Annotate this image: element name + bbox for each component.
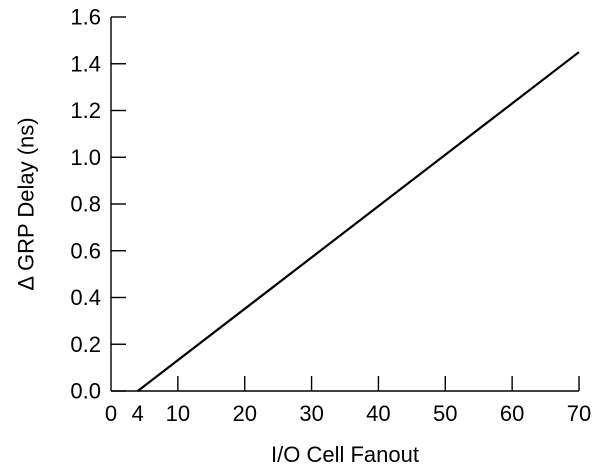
x-tick-label: 20 bbox=[232, 401, 256, 426]
x-tick-label: 4 bbox=[132, 401, 144, 426]
y-tick-label: 0.8 bbox=[70, 192, 101, 217]
x-tick-label: 30 bbox=[299, 401, 323, 426]
y-axis-title: Δ GRP Delay (ns) bbox=[14, 117, 39, 290]
x-tick-label: 10 bbox=[166, 401, 190, 426]
axes bbox=[110, 17, 579, 392]
x-axis-ticks: 0 4 10 20 30 40 50 60 70 bbox=[105, 376, 591, 426]
y-tick-label: 1.2 bbox=[70, 98, 101, 123]
x-tick-label: 0 bbox=[105, 401, 117, 426]
y-tick-label: 0.4 bbox=[70, 285, 101, 310]
x-tick-label: 40 bbox=[366, 401, 390, 426]
x-tick-label: 50 bbox=[433, 401, 457, 426]
x-axis-title: I/O Cell Fanout bbox=[271, 442, 419, 467]
series-group bbox=[137, 51, 580, 392]
y-tick-label: 1.6 bbox=[70, 5, 101, 30]
y-tick-label: 1.4 bbox=[70, 51, 101, 76]
series-line bbox=[137, 51, 580, 392]
y-axis-ticks: 0.0 0.2 0.4 0.6 0.8 1.0 1.2 1.4 1.6 bbox=[70, 5, 126, 404]
x-tick-label: 70 bbox=[567, 401, 591, 426]
y-tick-label: 0.0 bbox=[70, 379, 101, 404]
y-tick-label: 0.6 bbox=[70, 238, 101, 263]
x-tick-label: 60 bbox=[500, 401, 524, 426]
y-tick-label: 1.0 bbox=[70, 145, 101, 170]
y-tick-label: 0.2 bbox=[70, 332, 101, 357]
